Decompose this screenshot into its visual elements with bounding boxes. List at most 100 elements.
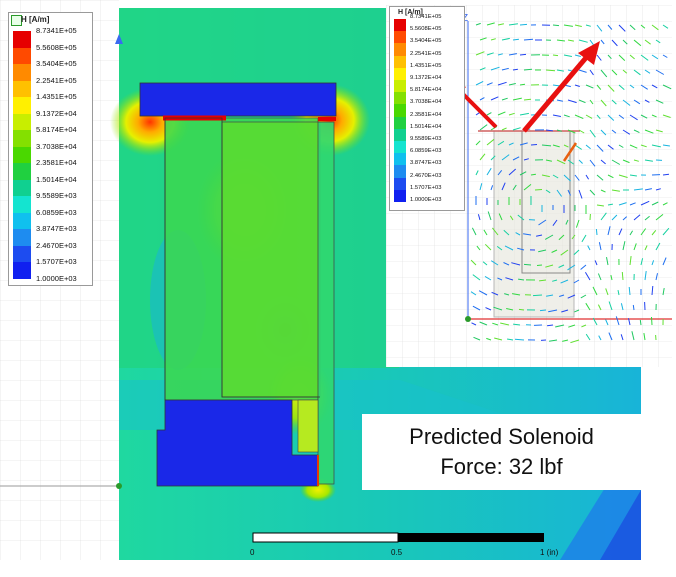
vector-arrow bbox=[662, 257, 667, 266]
vector-arrow bbox=[548, 309, 558, 313]
vector-arrow bbox=[631, 331, 635, 341]
inset-swatch bbox=[394, 31, 406, 44]
vector-arrow bbox=[622, 159, 630, 164]
vector-arrow bbox=[594, 260, 598, 266]
vector-arrow bbox=[596, 174, 604, 181]
vector-arrow bbox=[597, 273, 602, 281]
inset-value: 9.5589E+03 bbox=[410, 136, 442, 142]
vector-arrow bbox=[644, 69, 651, 74]
vector-arrow bbox=[581, 324, 587, 328]
vector-arrow bbox=[515, 232, 521, 236]
vector-arrow bbox=[662, 144, 670, 147]
vector-arrow bbox=[541, 174, 550, 178]
vector-arrow bbox=[655, 214, 664, 221]
inset-origin-marker bbox=[465, 316, 471, 322]
vector-arrow bbox=[611, 39, 618, 47]
vector-arrow bbox=[567, 159, 574, 165]
vector-arrow bbox=[574, 84, 580, 87]
vector-arrow bbox=[610, 274, 613, 281]
vector-arrow bbox=[662, 84, 672, 90]
vector-arrow bbox=[611, 214, 618, 221]
vector-arrow bbox=[544, 234, 554, 240]
vector-arrow bbox=[578, 39, 588, 43]
vector-arrow bbox=[567, 129, 576, 134]
vector-arrow bbox=[484, 243, 492, 251]
caption-line-2: Force: 32 lbf bbox=[440, 454, 563, 479]
vector-arrow bbox=[504, 245, 514, 251]
vector-arrow bbox=[608, 332, 613, 341]
inset-swatch bbox=[394, 104, 406, 117]
inset-value: 1.5707E+03 bbox=[410, 184, 442, 191]
legend-value: 3.5404E+05 bbox=[36, 59, 77, 68]
inset-legend: H [A/m] 8.7341E+05 5.5608E+05 3.5404E+05 2.… bbox=[389, 6, 465, 211]
vector-arrow bbox=[644, 271, 647, 281]
vector-arrow bbox=[538, 219, 547, 226]
vector-arrow bbox=[618, 84, 625, 90]
vector-arrow bbox=[547, 324, 554, 327]
vector-arrow bbox=[655, 273, 658, 281]
vector-arrow bbox=[633, 129, 640, 134]
scale-label-half: 0.5 bbox=[391, 548, 403, 557]
vector-arrow bbox=[567, 189, 571, 196]
vector-arrow bbox=[501, 127, 507, 131]
vector-arrow bbox=[578, 189, 583, 199]
inset-value: 3.7038E+04 bbox=[410, 99, 442, 106]
vector-arrow bbox=[574, 114, 584, 120]
vector-arrow bbox=[556, 69, 564, 72]
vector-arrow bbox=[509, 215, 514, 221]
legend-swatch bbox=[13, 113, 31, 130]
vector-arrow bbox=[523, 38, 534, 41]
vector-arrow bbox=[552, 279, 558, 282]
vector-arrow bbox=[618, 114, 625, 119]
inset-swatch bbox=[394, 92, 406, 105]
vector-arrow bbox=[475, 51, 485, 56]
vector-arrow bbox=[477, 214, 481, 221]
vector-arrow bbox=[592, 317, 598, 326]
inset-value: 9.1372E+04 bbox=[410, 75, 442, 81]
vector-arrow bbox=[517, 247, 525, 251]
vector-arrow bbox=[585, 144, 591, 150]
legend-value: 1.5707E+03 bbox=[36, 257, 77, 266]
inset-swatch bbox=[394, 153, 406, 166]
inset-value: 2.3581E+04 bbox=[410, 111, 442, 118]
legend-value: 9.1372E+04 bbox=[36, 108, 77, 118]
vector-arrow bbox=[523, 68, 533, 71]
vector-arrow bbox=[530, 144, 538, 146]
vector-arrow bbox=[545, 69, 556, 72]
vector-arrow bbox=[567, 99, 577, 104]
vector-arrow bbox=[563, 114, 570, 118]
vector-arrow bbox=[607, 174, 614, 179]
vector-arrow bbox=[633, 159, 639, 162]
vector-arrow bbox=[478, 290, 488, 296]
vector-arrow bbox=[662, 202, 668, 206]
vector-arrow bbox=[497, 23, 504, 26]
inset-swatch bbox=[394, 189, 406, 202]
vector-arrow bbox=[651, 229, 657, 236]
inset-swatch bbox=[394, 116, 406, 129]
legend-swatch bbox=[13, 212, 31, 229]
vector-arrow bbox=[574, 174, 580, 181]
vector-arrow bbox=[539, 309, 547, 312]
vector-arrow bbox=[618, 202, 627, 206]
vector-arrow bbox=[508, 112, 515, 116]
vector-arrow bbox=[479, 183, 483, 191]
legend-swatch bbox=[13, 262, 31, 279]
vector-arrow bbox=[470, 259, 477, 266]
vector-arrow bbox=[662, 288, 665, 296]
vector-arrow bbox=[644, 159, 653, 162]
vector-arrow bbox=[536, 264, 543, 266]
vector-arrow bbox=[519, 112, 529, 116]
vector-arrow bbox=[556, 39, 565, 42]
vector-arrow bbox=[607, 114, 615, 121]
vector-arrow bbox=[640, 54, 649, 61]
vector-arrow bbox=[605, 319, 609, 326]
vector-arrow bbox=[493, 306, 503, 311]
legend-value: 2.2541E+05 bbox=[36, 75, 77, 85]
legend-value: 1.0000E+03 bbox=[36, 273, 77, 283]
vector-arrow bbox=[598, 335, 602, 341]
vector-arrow bbox=[556, 129, 562, 132]
inset-value: 2.4670E+03 bbox=[410, 172, 442, 179]
inset-value: 5.5608E+05 bbox=[410, 26, 442, 33]
vector-arrow bbox=[490, 155, 496, 161]
vector-arrow bbox=[487, 211, 492, 221]
